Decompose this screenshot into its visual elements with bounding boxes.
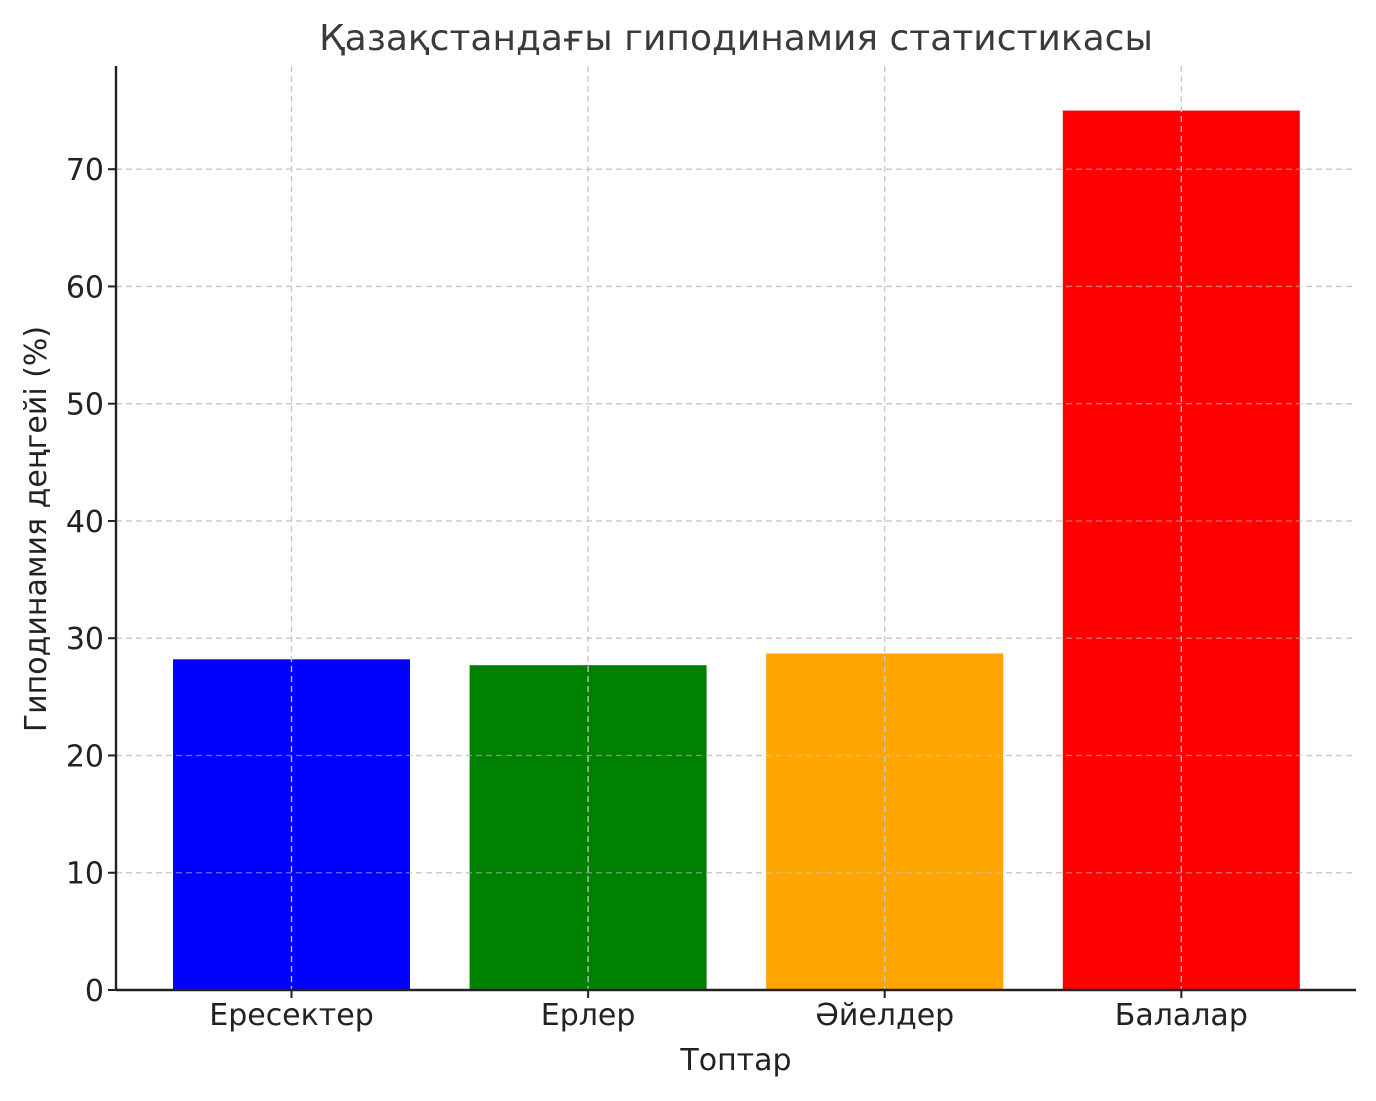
- y-tick-label: 50: [66, 388, 104, 423]
- x-tick-label: Ересектер: [209, 998, 374, 1033]
- bar: [173, 659, 410, 990]
- x-tick-label: Балалар: [1115, 998, 1248, 1033]
- grid-overlay: [116, 66, 1356, 990]
- x-tick-label: Әйелдер: [815, 998, 954, 1033]
- bars: [173, 110, 1300, 991]
- y-axis-label: Гиподинамия деңгейі (%): [19, 326, 54, 732]
- x-tick-label: Ерлер: [541, 998, 636, 1033]
- y-tick-label: 20: [66, 739, 104, 774]
- y-tick-label: 40: [66, 505, 104, 540]
- y-tick-label: 30: [66, 622, 104, 657]
- y-tick-label: 0: [85, 974, 104, 1009]
- y-tick-label: 70: [66, 153, 104, 188]
- x-axis-label: Топтар: [679, 1043, 791, 1078]
- y-axis-ticks: 0 10 20 30 40 50 60 70: [66, 153, 116, 1009]
- y-tick-label: 10: [66, 857, 104, 892]
- chart-title: Қазақстандағы гиподинамия статистикасы: [319, 18, 1153, 59]
- x-axis-ticks: Ересектер Ерлер Әйелдер Балалар: [209, 990, 1248, 1033]
- y-tick-label: 60: [66, 270, 104, 305]
